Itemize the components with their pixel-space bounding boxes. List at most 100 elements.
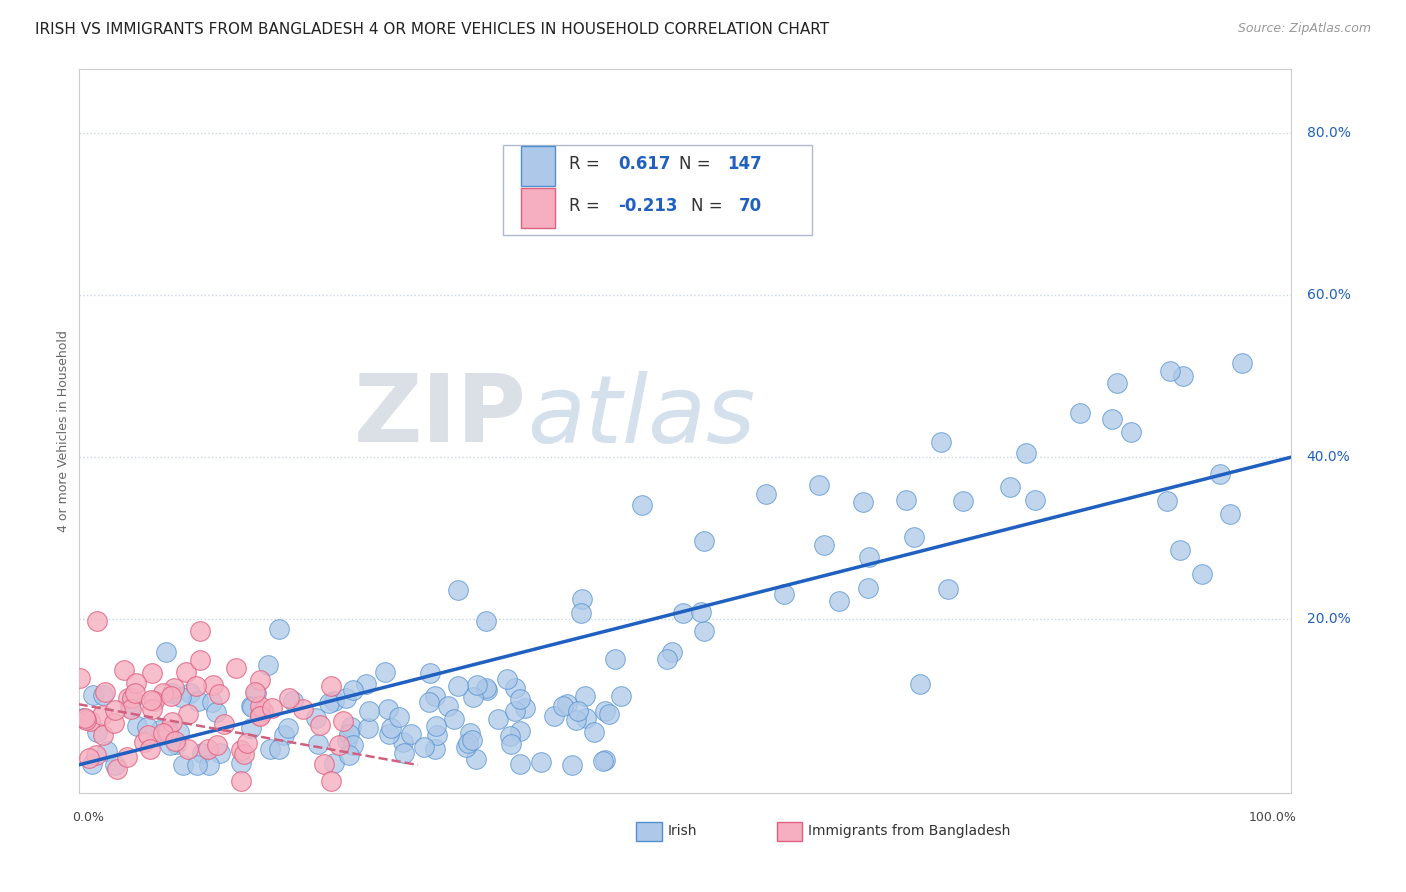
Point [233,747,256,761]
Point [426,728,449,742]
Point [240,721,263,735]
Point [225,661,247,675]
Point [772,587,794,601]
Point [201,696,224,710]
Point [243,685,266,699]
Point [267,622,290,636]
Point [340,720,363,734]
Point [337,727,360,741]
Point [464,752,486,766]
Point [336,732,359,747]
Point [104,703,127,717]
Point [423,742,446,756]
Point [262,701,284,715]
Point [86,615,108,629]
Point [190,746,212,760]
Point [929,434,952,449]
Point [342,682,364,697]
Point [1191,566,1213,581]
Point [436,698,458,713]
Text: 100.0%: 100.0% [1249,812,1296,824]
Point [152,686,174,700]
Point [509,724,531,739]
Point [307,737,329,751]
Point [418,695,440,709]
Point [1119,425,1142,439]
Point [104,758,127,772]
Point [672,606,695,620]
Point [1219,508,1241,522]
Point [93,688,115,702]
Text: 80.0%: 80.0% [1306,127,1350,140]
Point [463,690,485,704]
Point [256,657,278,672]
Point [149,723,172,737]
Point [187,693,209,707]
Point [155,645,177,659]
Point [96,744,118,758]
Point [142,693,165,707]
Point [208,687,231,701]
Point [693,624,716,638]
Point [564,713,586,727]
Point [423,689,446,703]
Point [80,756,103,771]
Point [236,736,259,750]
Point [1024,492,1046,507]
Point [1159,364,1181,378]
Point [592,754,614,768]
Point [91,728,114,742]
Point [160,715,183,730]
Point [152,725,174,739]
Bar [522,146,555,186]
Text: atlas: atlas [527,371,755,462]
Point [908,677,931,691]
Point [1209,467,1232,481]
Point [413,739,436,754]
Text: Immigrants from Bangladesh: Immigrants from Bangladesh [808,824,1010,838]
Point [165,737,187,751]
Text: IRISH VS IMMIGRANTS FROM BANGLADESH 4 OR MORE VEHICLES IN HOUSEHOLD CORRELATION : IRISH VS IMMIGRANTS FROM BANGLADESH 4 OR… [35,22,830,37]
Point [125,676,148,690]
Point [603,652,626,666]
Point [197,758,219,772]
Point [103,716,125,731]
Point [177,707,200,722]
Point [359,704,381,718]
Point [475,682,498,697]
Point [184,679,207,693]
Text: ZIP: ZIP [354,370,527,462]
Point [136,720,159,734]
Point [571,591,593,606]
Point [661,645,683,659]
Point [229,743,252,757]
Point [555,697,578,711]
Point [499,729,522,743]
Point [1156,494,1178,508]
Point [509,757,531,772]
Point [689,605,711,619]
Point [1000,480,1022,494]
Point [249,709,271,723]
Point [115,750,138,764]
Point [249,673,271,688]
Point [553,698,575,713]
Point [141,666,163,681]
Text: 0.0%: 0.0% [73,812,104,824]
Point [328,738,350,752]
Point [1171,369,1194,384]
Point [94,684,117,698]
Point [239,699,262,714]
Point [569,606,592,620]
Point [305,711,328,725]
Point [377,702,399,716]
Point [79,714,101,729]
Point [593,704,616,718]
Point [503,681,526,695]
Point [858,549,880,564]
Point [231,774,253,789]
Point [156,725,179,739]
Point [259,742,281,756]
Point [160,686,183,700]
Point [120,700,142,714]
